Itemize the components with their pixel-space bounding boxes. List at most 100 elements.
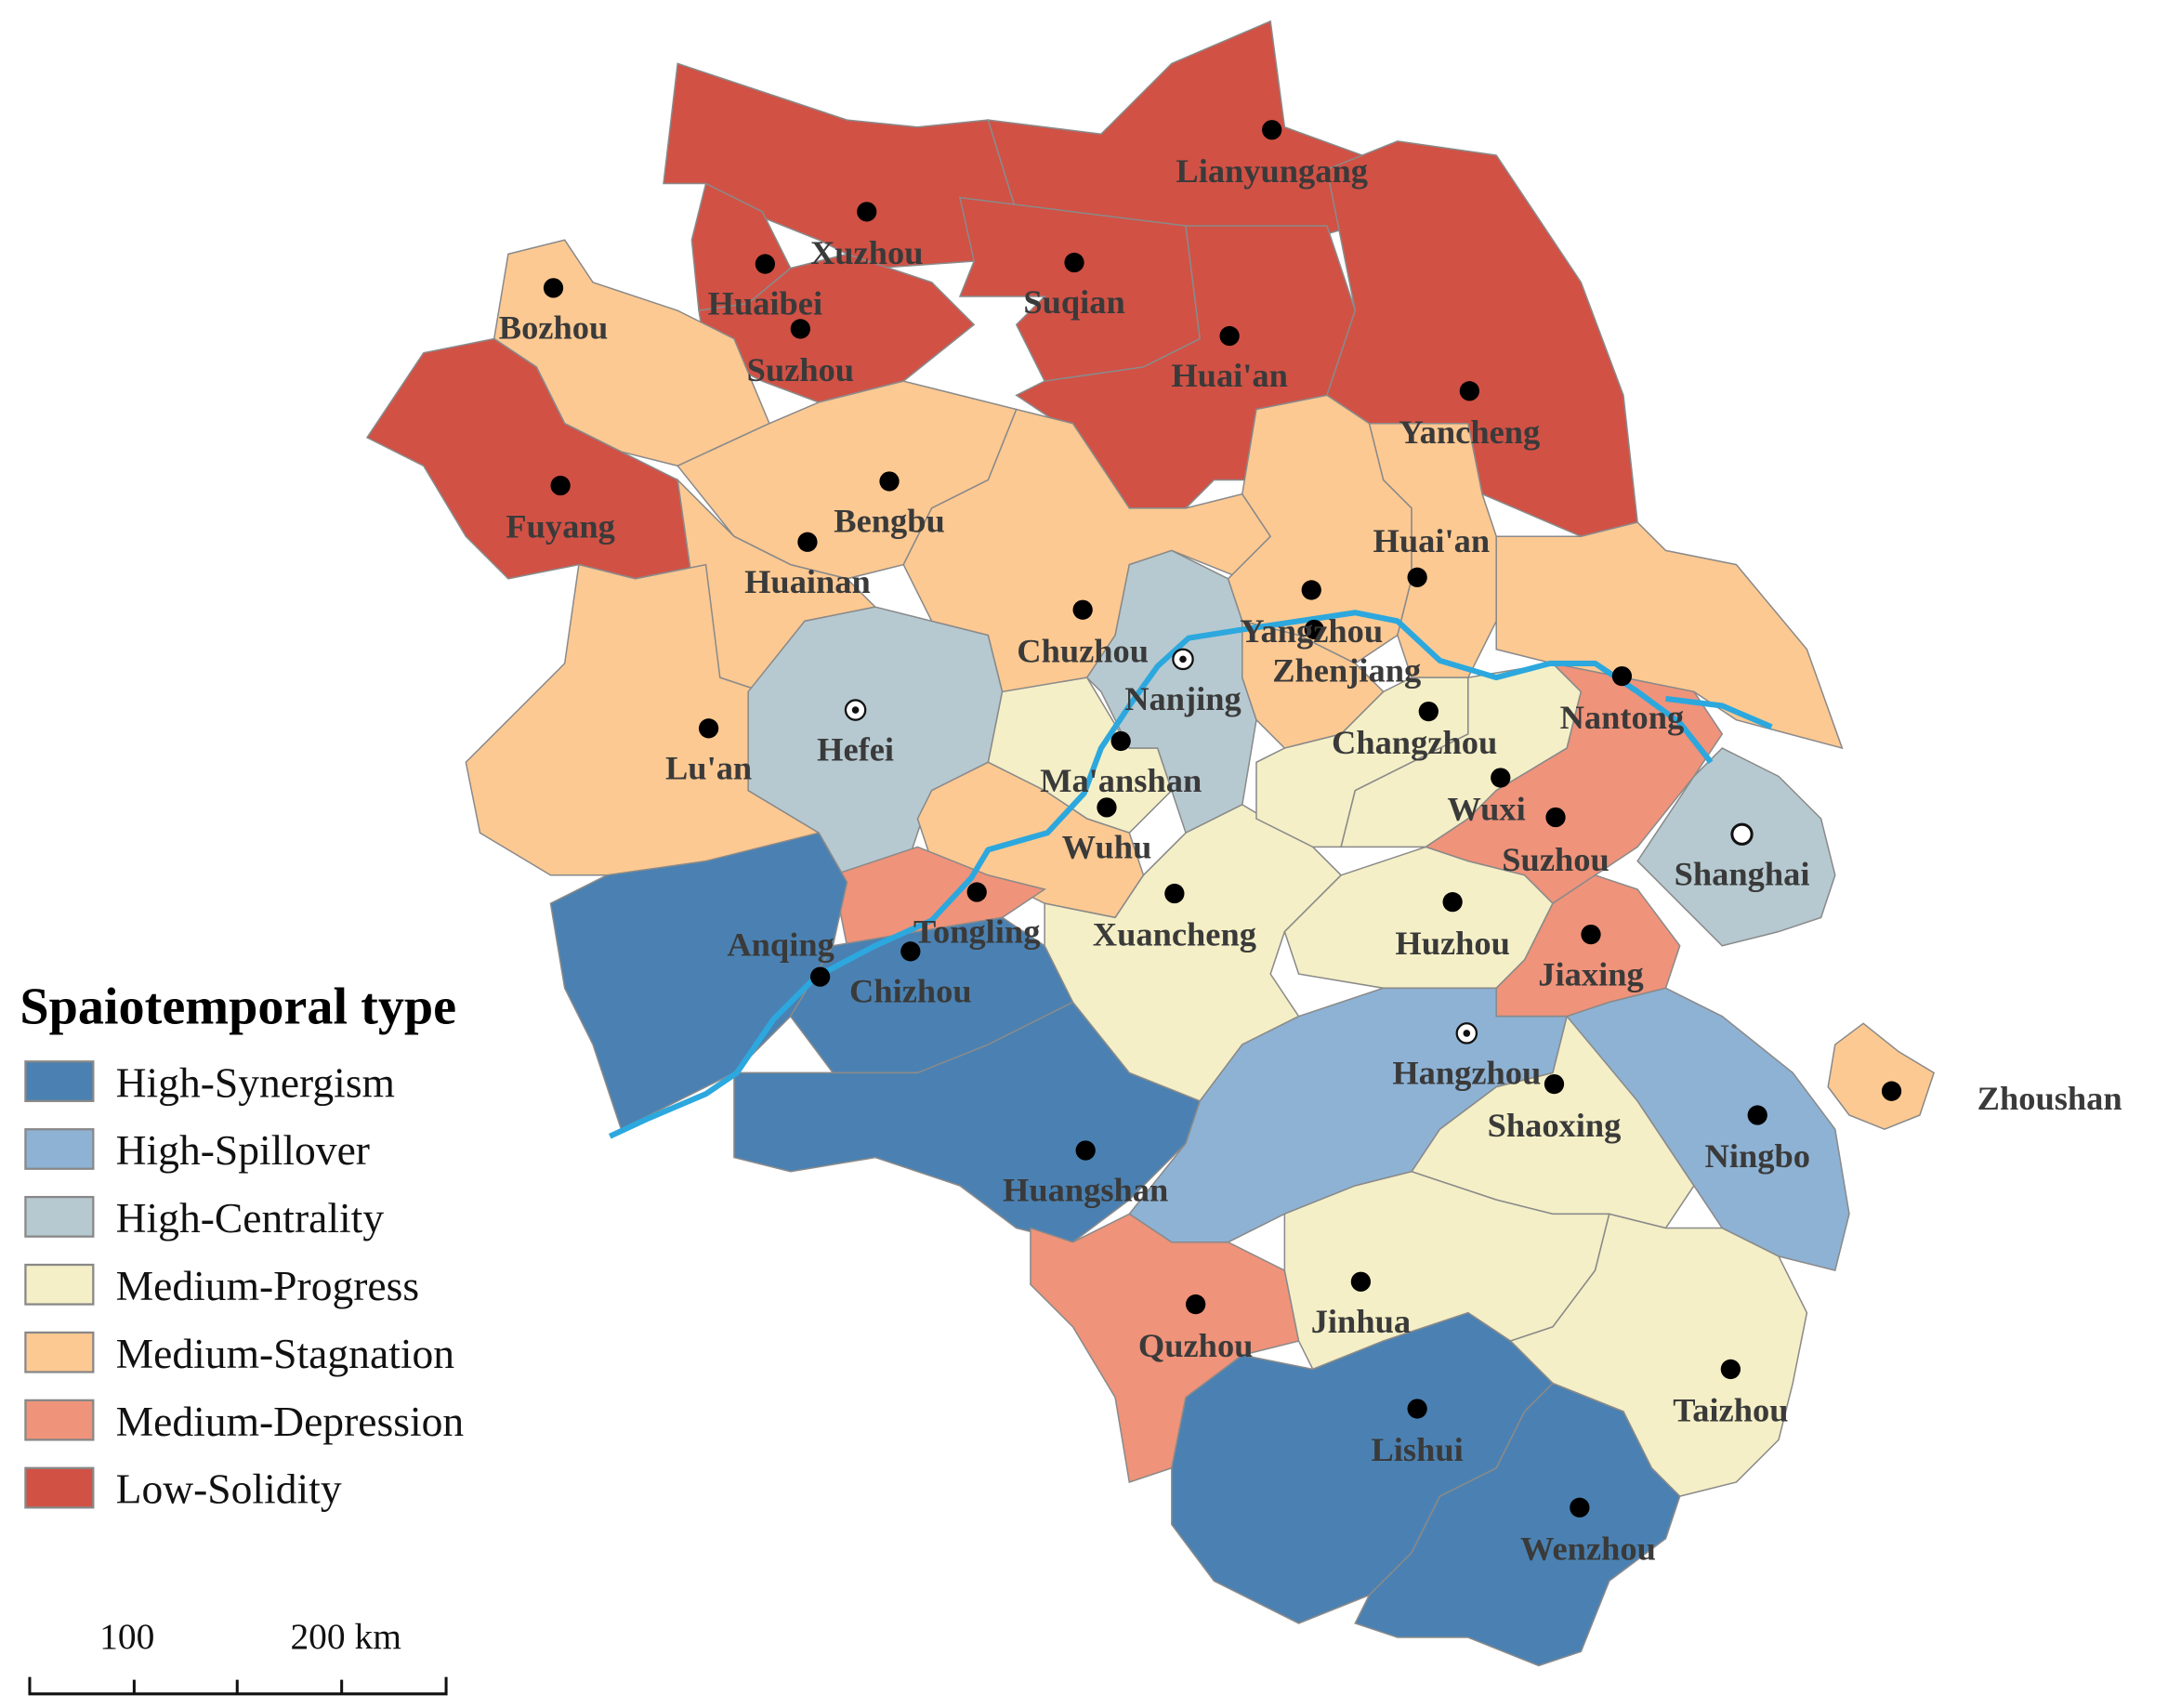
city-dot-icon: [879, 471, 900, 492]
legend-label-prog: Medium-Progress: [116, 1262, 420, 1309]
city-label-lianyungang: Lianyungang: [1176, 152, 1368, 190]
city-label-suqian: Suqian: [1023, 283, 1124, 321]
city-dot-icon: [1304, 619, 1324, 640]
capital-marker-center: [851, 706, 860, 714]
city-dot-icon: [1570, 1497, 1590, 1517]
river-branch: [1665, 695, 1773, 730]
city-dot-icon: [797, 532, 818, 552]
region-zhoushan: [1827, 1022, 1936, 1131]
city-label-nanjing: Nanjing: [1124, 680, 1242, 717]
city-dot-icon: [857, 202, 877, 222]
city-dot-icon: [1219, 325, 1240, 347]
legend-swatch-stag: [24, 1331, 95, 1373]
region-huangshan: [733, 1001, 1202, 1243]
city-dot-icon: [1262, 120, 1282, 140]
city-label-huai-an: Huai'an: [1171, 357, 1288, 394]
city-dot-icon: [1407, 567, 1427, 587]
city-label-jiaxing: Jiaxing: [1538, 955, 1643, 992]
city-dot-icon: [1072, 599, 1093, 620]
legend-swatch-low: [24, 1466, 95, 1509]
city-label-quzhou: Quzhou: [1138, 1327, 1254, 1364]
city-dot-icon: [1097, 797, 1117, 818]
region-wenzhou: [1354, 1382, 1681, 1667]
region-ningbo: [1565, 987, 1850, 1272]
municipality-marker-icon: [1730, 822, 1754, 846]
city-label-shanghai: Shanghai: [1675, 855, 1810, 892]
city-label-lu-an: Lu'an: [665, 749, 752, 786]
legend: Spaiotemporal type High-Synergism High-Sp…: [20, 978, 464, 1512]
scale-bar: 100 200 km: [28, 1616, 448, 1696]
city-label-suzhou: Suzhou: [747, 351, 854, 388]
city-label-layer: Xuzhou Lianyungang Suqian Huaibei Suzhou Huai…: [499, 152, 2122, 1568]
legend-swatch-prog: [24, 1263, 95, 1306]
capital-marker-center: [1179, 655, 1187, 663]
city-label-huzhou: Huzhou: [1395, 925, 1510, 962]
region-xuancheng: [1044, 803, 1343, 1102]
yangtze-river: [608, 610, 1714, 1139]
city-label-huainan: Huainan: [744, 563, 871, 600]
city-label-bengbu: Bengbu: [834, 503, 945, 540]
city-label-changzhou: Changzhou: [1332, 724, 1497, 761]
city-dot-icon: [1747, 1105, 1767, 1125]
city-label-zhoushan: Zhoushan: [1977, 1080, 2122, 1117]
legend-label-cent: High-Centrality: [116, 1194, 385, 1242]
city-label-yancheng: Yancheng: [1399, 414, 1540, 451]
city-dot-icon: [550, 475, 571, 496]
city-dot-icon: [1418, 701, 1439, 722]
city-dot-icon: [1720, 1359, 1741, 1380]
city-label-ma-anshan: Ma'anshan: [1040, 762, 1202, 799]
legend-label-depr: Medium-Depression: [116, 1398, 465, 1445]
city-dot-icon: [1545, 807, 1566, 828]
scale-label-200: 200 km: [290, 1616, 401, 1657]
region-layer: [365, 20, 1936, 1667]
city-label-hefei: Hefei: [817, 731, 894, 769]
city-label-xuancheng: Xuancheng: [1093, 916, 1256, 953]
city-dot-icon: [698, 718, 719, 739]
legend-label-syn: High-Synergism: [116, 1058, 395, 1106]
city-dot-icon: [755, 254, 776, 274]
city-label-yangzhou: Yangzhou: [1240, 612, 1383, 650]
region-xuzhou: [663, 62, 1018, 269]
city-dot-icon: [1442, 892, 1463, 913]
city-label-tongling: Tongling: [913, 913, 1040, 951]
city-dot-icon: [1350, 1271, 1372, 1292]
city-dot-icon: [809, 966, 831, 987]
city-label-shaoxing: Shaoxing: [1488, 1107, 1622, 1144]
legend-swatch-spill: [24, 1128, 95, 1170]
city-label-chizhou: Chizhou: [849, 972, 972, 1009]
region-shanghai: [1636, 747, 1836, 947]
city-label-taizhou: Taizhou: [1673, 1392, 1788, 1429]
legend-swatch-depr: [24, 1399, 95, 1441]
region-taizhou: [1508, 1213, 1808, 1497]
city-dot-icon: [1407, 1399, 1427, 1419]
city-label-chuzhou: Chuzhou: [1017, 632, 1149, 669]
city-label-nantong: Nantong: [1560, 699, 1685, 736]
city-dot-icon: [1164, 883, 1185, 904]
city-dot-icon: [1064, 252, 1084, 273]
city-dot-icon: [790, 319, 810, 339]
city-dot-icon: [543, 278, 564, 298]
capital-marker-center: [1463, 1030, 1471, 1037]
city-label-hangzhou: Hangzhou: [1392, 1055, 1541, 1092]
city-dot-icon: [966, 882, 987, 902]
scale-label-100: 100: [99, 1616, 154, 1657]
legend-label-spill: High-Spillover: [116, 1126, 370, 1174]
city-dot-icon: [1301, 580, 1321, 600]
city-label-fuyang: Fuyang: [506, 508, 614, 545]
city-dot-icon: [1459, 381, 1479, 401]
city-dot-icon: [1581, 924, 1601, 945]
city-marker-layer: [543, 120, 1902, 1517]
city-dot-icon: [1491, 768, 1511, 788]
city-label-huangshan: Huangshan: [1003, 1172, 1168, 1209]
city-dot-icon: [1186, 1294, 1206, 1315]
city-label-huaibei: Huaibei: [708, 285, 823, 322]
legend-swatch-cent: [24, 1195, 95, 1238]
city-dot-icon: [1881, 1081, 1902, 1101]
city-label-lishui: Lishui: [1372, 1431, 1464, 1468]
city-label-wuxi: Wuxi: [1447, 791, 1525, 828]
city-label-anqing: Anqing: [727, 926, 834, 963]
city-label-xuzhou: Xuzhou: [810, 234, 924, 271]
city-dot-icon: [1075, 1140, 1096, 1161]
legend-title: Spaiotemporal type: [20, 978, 456, 1035]
